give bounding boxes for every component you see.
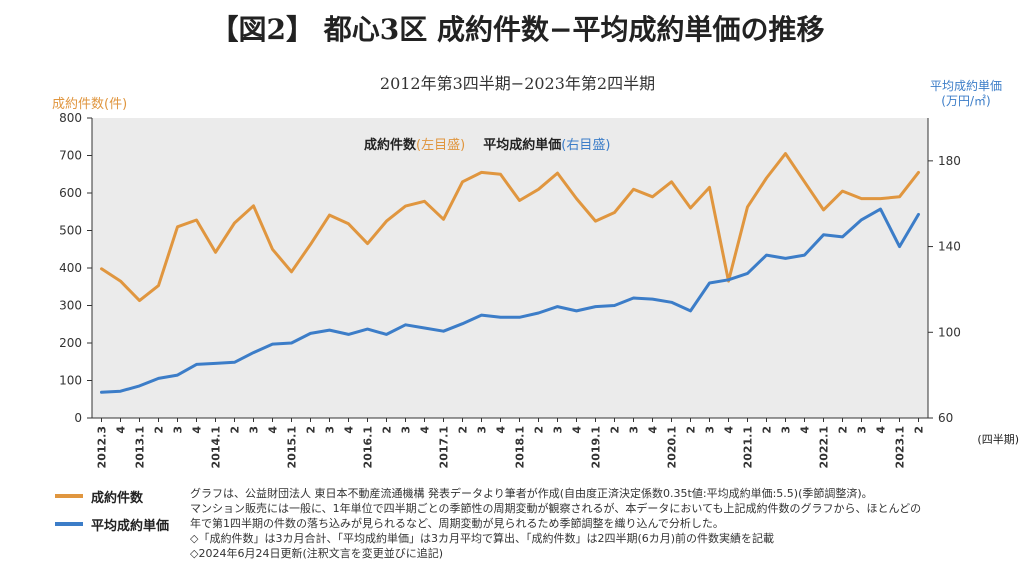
- x-tick-label: 2012.3: [96, 426, 109, 468]
- note-line: グラフは、公益財団法人 東日本不動産流通機構 発表データより筆者が作成(自由度正…: [190, 487, 873, 500]
- x-tick-label: 2018.1: [514, 426, 527, 468]
- y-left-tick-label: 300: [59, 299, 82, 313]
- x-tick-label: 2023.1: [894, 426, 907, 468]
- x-tick-label: 2: [609, 426, 622, 434]
- x-tick-label: 3: [856, 426, 869, 434]
- series-line-contracts: [100, 152, 920, 303]
- x-tick-label: 3: [324, 426, 337, 434]
- x-tick-label: 2: [761, 426, 774, 434]
- x-tick-label: 3: [628, 426, 641, 434]
- x-tick-label: 3: [552, 426, 565, 434]
- x-tick-label: 4: [723, 426, 736, 434]
- inline-legend-series1-note: (左目盛): [416, 138, 466, 153]
- legend-swatch-price: [55, 522, 83, 526]
- x-tick-label: 4: [495, 426, 508, 434]
- y-right-axis-label: 平均成約単価 (万円/㎡): [911, 79, 1021, 109]
- x-tick-label: 3: [400, 426, 413, 434]
- legend-label-contracts: 成約件数: [91, 490, 144, 506]
- inline-legend-series2: 平均成約単価: [483, 138, 562, 153]
- chart-title: 【図2】 都心3区 成約件数−平均成約単価の推移: [210, 13, 825, 46]
- y-left-axis-label: 成約件数(件): [52, 97, 128, 112]
- x-tick-label: 2020.1: [666, 426, 679, 468]
- x-tick-label: 4: [419, 426, 432, 434]
- x-tick-label: 4: [571, 426, 584, 434]
- y-left-tick-label: 700: [59, 149, 82, 163]
- inline-legend-series2-note: (右目盛): [561, 138, 611, 153]
- y-right-tick-label: 100: [938, 325, 961, 339]
- plot-area: [92, 118, 928, 418]
- x-tick-label: 2: [685, 426, 698, 434]
- y-left-tick-label: 200: [59, 336, 82, 350]
- note-line: ◇「成約件数」は3カ月合計、「平均成約単価」は3カ月平均で算出、「成約件数」は2…: [190, 532, 775, 545]
- legend-label-price: 平均成約単価: [91, 518, 170, 534]
- x-tick-label: 2: [837, 426, 850, 434]
- x-tick-label: 4: [267, 426, 280, 434]
- y-right-tick-label: 60: [938, 411, 953, 425]
- legend-item-price: 平均成約単価: [55, 513, 170, 535]
- x-tick-label: 3: [172, 426, 185, 434]
- x-tick-label: 2: [229, 426, 242, 434]
- x-tick-label: 2: [305, 426, 318, 434]
- x-tick-label: 2022.1: [818, 426, 831, 468]
- y-left-tick-label: 400: [59, 261, 82, 275]
- inline-legend-series1: 成約件数: [364, 138, 417, 153]
- x-tick-label: 2: [381, 426, 394, 434]
- notes: グラフは、公益財団法人 東日本不動産流通機構 発表データより筆者が作成(自由度正…: [190, 486, 1020, 561]
- x-tick-label: 2014.1: [210, 426, 223, 468]
- x-tick-label: 2: [153, 426, 166, 434]
- note-line: ◇2024年6月24日更新(注釈文言を変更並びに追記): [190, 547, 444, 560]
- x-tick-label: 3: [780, 426, 793, 434]
- x-tick-label: 3: [704, 426, 717, 434]
- x-tick-label: 2016.1: [362, 426, 375, 468]
- y-right-axis-label-line1: 平均成約単価: [929, 79, 1002, 93]
- note-line: 年で第1四半期の件数の落ち込みが見られるなど、周期変動が見られるため季節調整を織…: [190, 517, 724, 530]
- y-left-tick-label: 100: [59, 374, 82, 388]
- legend-item-contracts: 成約件数: [55, 485, 170, 507]
- y-left-tick-label: 0: [74, 411, 82, 425]
- y-left-tick-label: 500: [59, 224, 82, 238]
- inline-legend: 成約件数(左目盛) 平均成約単価(右目盛): [364, 134, 610, 153]
- x-tick-label: 4: [875, 426, 888, 434]
- chart-subtitle: 2012年第3四半期−2023年第2四半期: [379, 74, 656, 93]
- x-tick-label: 4: [647, 426, 660, 434]
- x-axis-unit-label: (四半期): [977, 433, 1019, 446]
- x-tick-label: 3: [476, 426, 489, 434]
- legend-swatch-contracts: [55, 494, 83, 498]
- x-tick-label: 3: [248, 426, 261, 434]
- x-tick-label: 4: [191, 426, 204, 434]
- x-tick-label: 2: [533, 426, 546, 434]
- x-tick-label: 2019.1: [590, 426, 603, 468]
- y-right-tick-label: 180: [938, 154, 961, 168]
- x-tick-label: 4: [115, 426, 128, 434]
- x-tick-label: 4: [799, 426, 812, 434]
- y-right-tick-label: 140: [938, 240, 961, 254]
- x-tick-label: 2021.1: [742, 426, 755, 468]
- x-tick-label: 2: [913, 426, 926, 434]
- y-right-axis-label-line2: (万円/㎡): [941, 94, 991, 108]
- x-tick-label: 2017.1: [438, 426, 451, 468]
- note-line: マンション販売には一般に、1年単位で四半期ごとの季節性の周期変動が観察されるが、…: [190, 502, 922, 515]
- x-tick-label: 4: [343, 426, 356, 434]
- x-tick-label: 2013.1: [134, 426, 147, 468]
- x-tick-label: 2: [457, 426, 470, 434]
- y-left-tick-label: 800: [59, 111, 82, 125]
- legend: 成約件数 平均成約単価: [55, 485, 170, 541]
- y-left-tick-label: 600: [59, 186, 82, 200]
- series-line-price: [100, 207, 920, 394]
- x-tick-label: 2015.1: [286, 426, 299, 468]
